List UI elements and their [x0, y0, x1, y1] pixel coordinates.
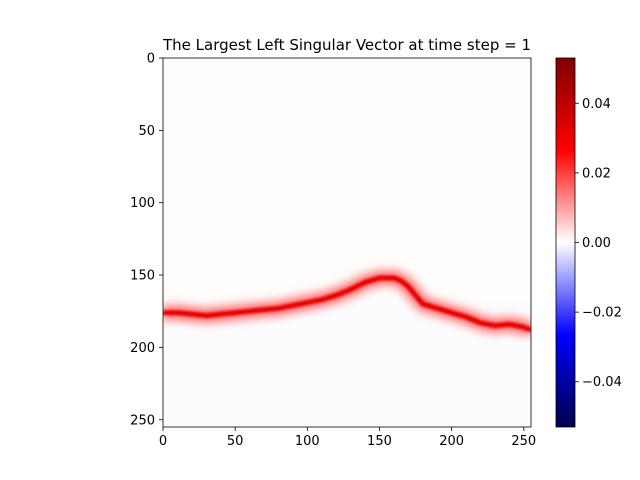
y-tick-label: 100	[130, 196, 155, 211]
colorbar-tick-label: 0.00	[582, 236, 611, 251]
colorbar-tick-label: −0.04	[582, 375, 622, 390]
plot-area	[162, 57, 532, 428]
colorbar-tick-label: −0.02	[582, 306, 622, 321]
plot-frame	[162, 57, 532, 428]
colorbar-gradient	[555, 57, 576, 428]
x-axis: 0 50 100 150 200 250	[159, 427, 536, 449]
y-tick-label: 150	[130, 269, 155, 284]
y-tick-label: 0	[147, 52, 155, 67]
x-tick-label: 100	[295, 434, 320, 449]
x-tick-label: 150	[367, 434, 392, 449]
heatmap-ridge	[163, 267, 531, 341]
ridge-core	[163, 275, 531, 333]
y-axis: 0 50 100 150 200 250	[130, 52, 163, 428]
x-tick-label: 0	[159, 434, 167, 449]
y-tick-label: 50	[138, 124, 155, 139]
y-tick-label: 200	[130, 341, 155, 356]
x-tick-label: 200	[439, 434, 464, 449]
colorbar: −0.04 −0.02 0.00 0.02 0.04	[555, 57, 622, 428]
chart-title: The Largest Left Singular Vector at time…	[162, 36, 531, 54]
x-tick-label: 50	[227, 434, 244, 449]
colorbar-tick-label: 0.04	[582, 97, 611, 112]
colorbar-tick-label: 0.02	[582, 166, 611, 181]
x-tick-label: 250	[511, 434, 536, 449]
colorbar-ticks: −0.04 −0.02 0.00 0.02 0.04	[575, 97, 622, 390]
y-tick-label: 250	[130, 413, 155, 428]
